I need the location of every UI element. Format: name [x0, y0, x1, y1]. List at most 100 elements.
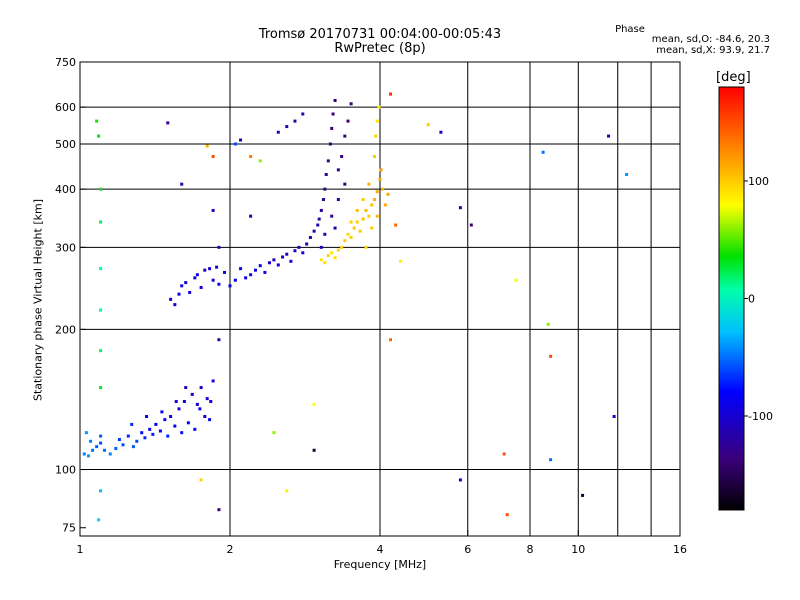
- data-point: [323, 232, 327, 236]
- x-tick-label: 16: [673, 543, 687, 556]
- data-point: [375, 119, 379, 123]
- data-point: [375, 214, 379, 218]
- data-point: [215, 265, 219, 269]
- data-point: [193, 427, 197, 431]
- data-point: [97, 518, 101, 522]
- data-point: [199, 478, 203, 482]
- data-point: [244, 276, 248, 280]
- data-point: [319, 208, 323, 212]
- data-point: [312, 402, 316, 406]
- data-point: [163, 418, 167, 422]
- data-point: [346, 232, 350, 236]
- y-tick-label: 300: [55, 241, 76, 254]
- data-point: [355, 208, 359, 212]
- x-tick-label: 4: [377, 543, 384, 556]
- data-point: [370, 203, 374, 207]
- data-point: [233, 142, 237, 146]
- data-point: [203, 268, 207, 272]
- data-point: [117, 438, 121, 442]
- data-point: [399, 259, 403, 263]
- data-point: [375, 190, 379, 194]
- data-point: [612, 414, 616, 418]
- data-point: [439, 130, 443, 134]
- y-tick-label: 600: [55, 101, 76, 114]
- data-point: [340, 245, 344, 249]
- data-point: [312, 229, 316, 233]
- stats-x-mode: mean, sd,X: 93.9, 21.7: [656, 45, 770, 56]
- chart-subtitle: RwPretec (8p): [334, 41, 426, 56]
- data-point: [143, 436, 147, 440]
- data-point: [174, 399, 178, 403]
- x-ticks: 1 2 4 6 8 10 16: [77, 530, 687, 556]
- data-point: [86, 454, 90, 458]
- data-point: [343, 134, 347, 138]
- data-point: [364, 245, 368, 249]
- data-point: [99, 267, 103, 271]
- data-point: [319, 258, 323, 262]
- data-point: [211, 278, 215, 282]
- data-point: [355, 220, 359, 224]
- y-tick-label: 200: [55, 323, 76, 336]
- x-tick-label: 6: [464, 543, 471, 556]
- data-point: [108, 452, 112, 456]
- data-point: [99, 349, 103, 353]
- data-point: [99, 434, 103, 438]
- data-point: [177, 407, 181, 411]
- data-point: [205, 144, 209, 148]
- data-point: [99, 220, 103, 224]
- data-point: [84, 431, 88, 435]
- data-point: [326, 159, 330, 163]
- data-point: [285, 489, 289, 493]
- data-point: [377, 105, 381, 109]
- data-point: [308, 235, 312, 239]
- data-point: [469, 223, 473, 227]
- data-point: [319, 245, 323, 249]
- data-point: [301, 112, 305, 116]
- data-point: [166, 434, 170, 438]
- data-point: [458, 206, 462, 210]
- data-points: [82, 92, 629, 522]
- data-point: [198, 407, 202, 411]
- data-point: [160, 410, 164, 414]
- data-point: [180, 431, 184, 435]
- data-point: [297, 245, 301, 249]
- data-point: [361, 217, 365, 221]
- data-point: [186, 421, 190, 425]
- data-point: [233, 278, 237, 282]
- data-point: [208, 418, 212, 422]
- data-point: [199, 386, 203, 390]
- data-point: [95, 119, 99, 123]
- data-point: [272, 258, 276, 262]
- data-point: [293, 119, 297, 123]
- y-tick-label: 500: [55, 138, 76, 151]
- data-point: [190, 392, 194, 396]
- data-point: [364, 208, 368, 212]
- data-point: [217, 508, 221, 512]
- data-point: [367, 182, 371, 186]
- data-point: [211, 379, 215, 383]
- data-point: [607, 134, 611, 138]
- x-axis-label: Frequency [MHz]: [333, 558, 427, 571]
- data-point: [293, 249, 297, 253]
- data-point: [343, 182, 347, 186]
- data-point: [193, 276, 197, 280]
- data-point: [276, 263, 280, 267]
- data-point: [343, 239, 347, 243]
- data-point: [361, 198, 365, 202]
- data-point: [209, 399, 213, 403]
- data-point: [263, 270, 267, 274]
- data-point: [373, 198, 377, 202]
- data-point: [180, 182, 184, 186]
- data-point: [249, 155, 253, 159]
- data-point: [208, 267, 212, 271]
- data-point: [323, 187, 327, 191]
- data-point: [195, 402, 199, 406]
- data-point: [130, 422, 134, 426]
- data-point: [312, 448, 316, 452]
- data-point: [114, 446, 118, 450]
- stats-o-mode: mean, sd,O: -84.6, 20.3: [651, 34, 770, 45]
- data-point: [203, 414, 207, 418]
- data-point: [330, 126, 334, 130]
- data-point: [285, 252, 289, 256]
